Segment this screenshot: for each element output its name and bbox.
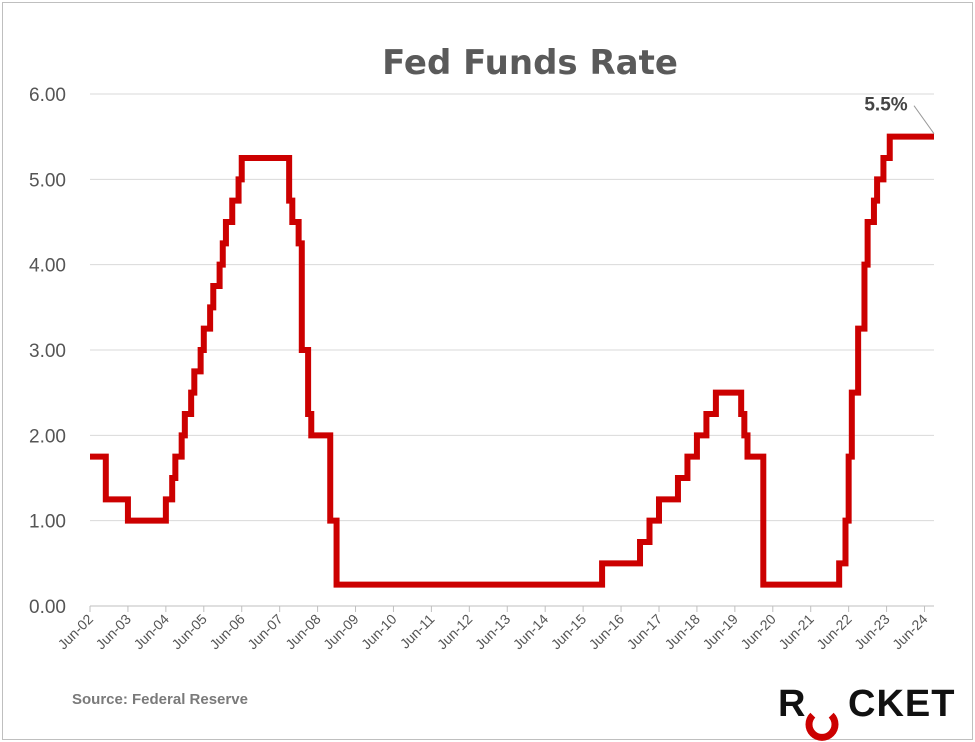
chart-title: Fed Funds Rate bbox=[382, 43, 678, 83]
x-tick-label: Jun-18 bbox=[661, 611, 703, 653]
annotation-leader bbox=[913, 105, 935, 134]
x-tick-label: Jun-22 bbox=[813, 611, 855, 653]
x-tick-label: Jun-12 bbox=[434, 611, 476, 653]
x-tick-label: Jun-10 bbox=[358, 611, 400, 653]
x-tick-label: Jun-16 bbox=[586, 611, 628, 653]
grid-lines bbox=[90, 93, 934, 607]
y-tick-label: 3.00 bbox=[29, 341, 66, 362]
x-tick-label: Jun-24 bbox=[889, 611, 931, 653]
x-tick-label: Jun-13 bbox=[472, 611, 514, 653]
y-axis-ticks: 0.00 1.00 2.00 3.00 4.00 5.00 6.00 bbox=[29, 85, 66, 618]
annotation-label: 5.5% bbox=[864, 95, 907, 116]
fed-funds-rate-line bbox=[90, 133, 934, 588]
x-tick-label: Jun-19 bbox=[699, 611, 741, 653]
logo-o-mark bbox=[805, 712, 839, 741]
x-axis: Jun-02Jun-03Jun-04Jun-05Jun-06Jun-07Jun-… bbox=[55, 606, 931, 652]
x-tick-label: Jun-23 bbox=[851, 611, 893, 653]
x-tick-label: Jun-09 bbox=[320, 611, 362, 653]
x-tick-label: Jun-05 bbox=[168, 611, 210, 653]
x-tick-label: Jun-17 bbox=[624, 611, 666, 653]
x-tick-label: Jun-15 bbox=[548, 611, 590, 653]
x-tick-label: Jun-14 bbox=[510, 611, 552, 653]
x-tick-label: Jun-04 bbox=[130, 611, 172, 653]
y-tick-label: 2.00 bbox=[29, 426, 66, 447]
x-tick-label: Jun-21 bbox=[775, 611, 817, 653]
x-tick-label: Jun-11 bbox=[397, 611, 438, 652]
logo-letters-cket: CKET bbox=[848, 683, 955, 725]
x-tick-label: Jun-08 bbox=[282, 611, 324, 653]
x-tick-label: Jun-20 bbox=[737, 611, 779, 653]
logo-letter-r: R bbox=[778, 683, 806, 725]
y-tick-label: 4.00 bbox=[29, 256, 66, 277]
x-tick-label: Jun-06 bbox=[206, 611, 248, 653]
y-tick-label: 6.00 bbox=[29, 85, 66, 106]
y-tick-label: 0.00 bbox=[29, 597, 66, 618]
x-tick-label: Jun-07 bbox=[244, 611, 286, 653]
source-note: Source: Federal Reserve bbox=[72, 691, 248, 708]
y-tick-label: 5.00 bbox=[29, 170, 66, 191]
rocket-logo: R CKET bbox=[778, 683, 955, 741]
x-tick-label: Jun-03 bbox=[92, 611, 134, 653]
y-tick-label: 1.00 bbox=[29, 512, 66, 533]
